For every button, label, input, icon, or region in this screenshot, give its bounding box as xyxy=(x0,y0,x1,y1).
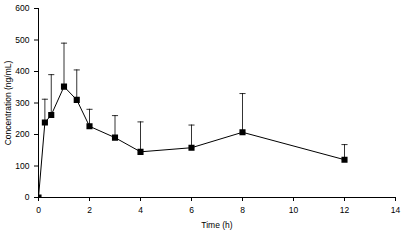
svg-text:14: 14 xyxy=(391,205,401,215)
svg-text:400: 400 xyxy=(15,66,29,76)
svg-text:6: 6 xyxy=(189,205,194,215)
svg-text:4: 4 xyxy=(138,205,143,215)
svg-text:200: 200 xyxy=(15,129,29,139)
svg-text:0: 0 xyxy=(25,192,30,202)
svg-text:500: 500 xyxy=(15,35,29,45)
svg-text:Concentration (ng/mL): Concentration (ng/mL) xyxy=(3,61,13,146)
svg-text:300: 300 xyxy=(15,98,29,108)
svg-text:100: 100 xyxy=(15,161,29,171)
svg-text:12: 12 xyxy=(340,205,350,215)
svg-text:600: 600 xyxy=(15,3,29,13)
svg-text:0: 0 xyxy=(36,205,41,215)
svg-text:2: 2 xyxy=(87,205,92,215)
svg-text:Time (h): Time (h) xyxy=(201,220,232,230)
svg-text:8: 8 xyxy=(240,205,245,215)
svg-text:10: 10 xyxy=(289,205,299,215)
